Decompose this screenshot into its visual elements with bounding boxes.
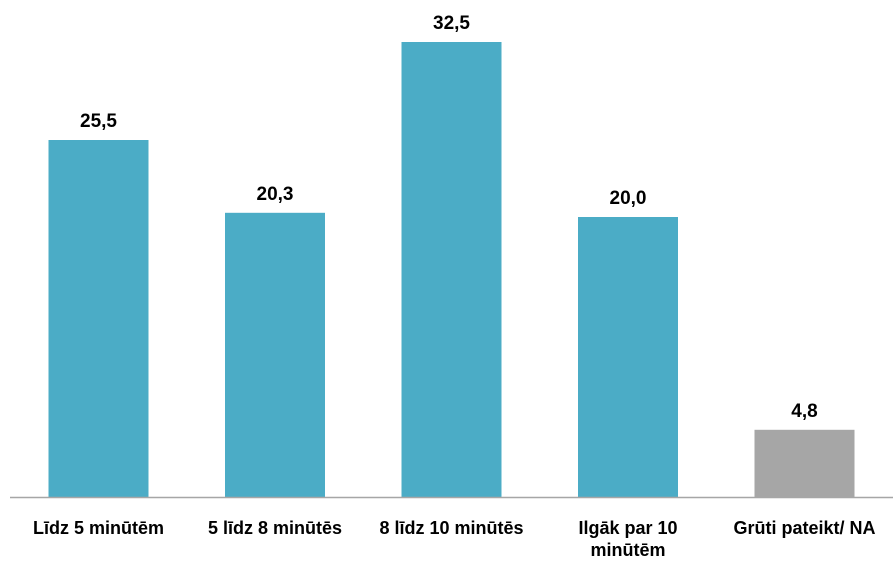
category-label-1-line-1: Līdz 5 minūtēm [33, 518, 164, 538]
value-labels-group: 25,5 20,3 32,5 20,0 4,8 [80, 13, 818, 422]
value-label-4: 20,0 [610, 188, 647, 209]
category-labels-group: Līdz 5 minūtēm 5 līdz 8 minūtēs 8 līdz 10 … [33, 518, 876, 560]
category-label-3: 8 līdz 10 minūtēs [379, 518, 523, 538]
bars-group [48, 42, 855, 498]
category-label-5-line-1: Grūti pateikt/ NA [733, 518, 875, 538]
bar-4 [578, 217, 678, 497]
bar-1 [48, 140, 149, 497]
value-label-5: 4,8 [791, 401, 817, 422]
category-label-2-line-1: 5 līdz 8 minūtēs [208, 518, 342, 538]
category-label-4-line-1: Ilgāk par 10 [578, 518, 677, 538]
category-label-2: 5 līdz 8 minūtēs [208, 518, 342, 538]
value-label-2: 20,3 [257, 184, 294, 205]
bar-5 [754, 429, 855, 497]
value-label-3: 32,5 [433, 13, 470, 34]
bar-2 [225, 212, 325, 498]
bar-3 [401, 42, 502, 497]
category-label-4-line-2: minūtēm [590, 540, 665, 560]
value-label-1: 25,5 [80, 111, 117, 132]
category-label-5: Grūti pateikt/ NA [733, 518, 875, 538]
category-label-3-line-1: 8 līdz 10 minūtēs [379, 518, 523, 538]
category-label-4: Ilgāk par 10 minūtēm [578, 518, 677, 560]
category-label-1: Līdz 5 minūtēm [33, 518, 164, 538]
